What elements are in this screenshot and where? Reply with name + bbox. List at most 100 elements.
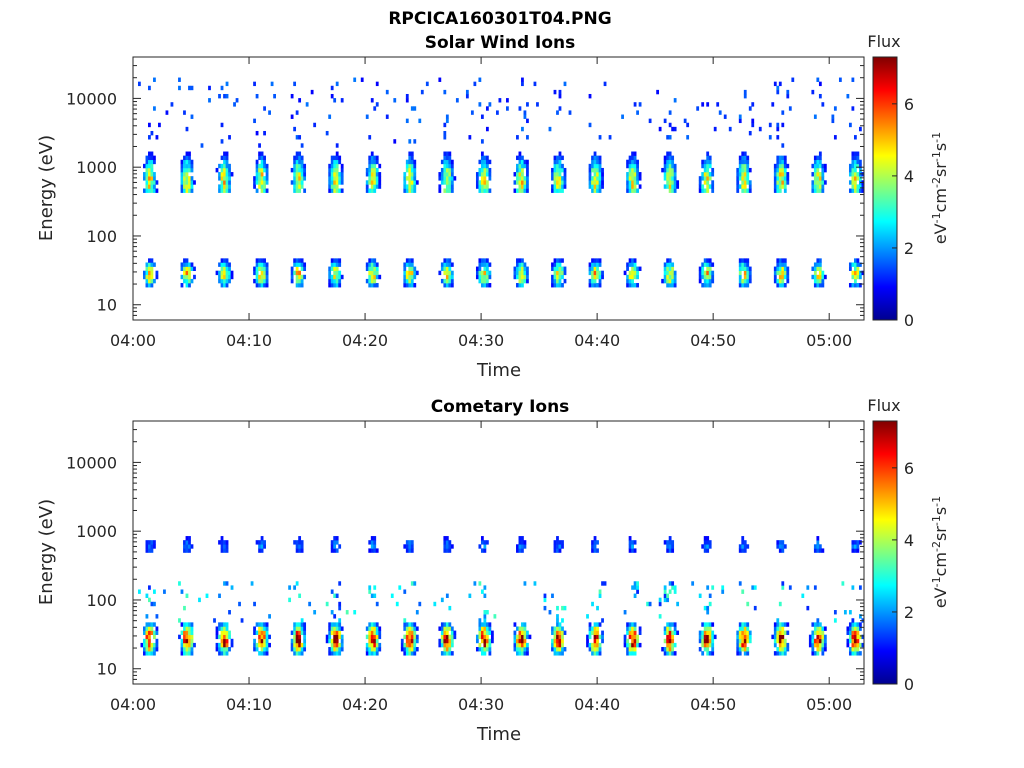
heatmap-cell xyxy=(633,258,637,263)
heatmap-cell xyxy=(596,163,599,169)
heatmap-cell xyxy=(591,176,594,181)
heatmap-cell xyxy=(668,151,672,156)
heatmap-cell xyxy=(521,548,524,553)
heatmap-cell xyxy=(148,258,151,263)
heatmap-cell xyxy=(263,130,266,136)
heatmap-cell xyxy=(558,283,562,288)
heatmap-cell xyxy=(370,651,374,656)
heatmap-cell xyxy=(153,622,156,627)
heatmap-cell xyxy=(698,274,702,280)
heatmap-cell xyxy=(816,188,820,193)
heatmap-cell xyxy=(783,647,787,652)
heatmap-cell xyxy=(556,651,559,656)
heatmap-cell xyxy=(743,180,747,185)
heatmap-cell xyxy=(663,593,667,598)
heatmap-cell xyxy=(223,540,226,545)
heatmap-cell xyxy=(596,167,599,173)
heatmap-cell xyxy=(848,167,852,173)
heatmap-cell xyxy=(518,151,522,156)
heatmap-cell xyxy=(230,638,234,644)
heatmap-cell xyxy=(706,630,710,635)
heatmap-cell xyxy=(741,262,745,267)
heatmap-cell xyxy=(413,651,417,656)
heatmap-cell xyxy=(728,126,732,132)
heatmap-cell xyxy=(848,622,852,627)
heatmap-cell xyxy=(781,638,785,644)
heatmap-cell xyxy=(533,81,537,87)
heatmap-cell xyxy=(521,163,524,169)
heatmap-cell xyxy=(561,540,564,545)
heatmap-cell xyxy=(853,274,857,280)
x-tick-label: 05:00 xyxy=(806,695,852,714)
heatmap-cell xyxy=(516,270,519,276)
heatmap-cell xyxy=(673,167,677,173)
heatmap-cell xyxy=(516,544,519,549)
heatmap-cell xyxy=(603,581,607,586)
heatmap-cell xyxy=(255,283,259,288)
heatmap-cell xyxy=(856,262,860,267)
heatmap-cell xyxy=(526,630,529,635)
heatmap-cell xyxy=(786,622,790,627)
heatmap-cell xyxy=(153,630,156,635)
heatmap-cell xyxy=(821,283,825,288)
heatmap-cell xyxy=(778,270,782,276)
heatmap-cell xyxy=(556,622,559,627)
heatmap-cell xyxy=(413,626,417,631)
heatmap-cell xyxy=(153,262,156,267)
heatmap-cell xyxy=(330,159,334,165)
heatmap-cell xyxy=(368,647,372,652)
heatmap-cell xyxy=(183,626,186,631)
heatmap-cell xyxy=(370,634,374,640)
heatmap-cell xyxy=(218,274,221,280)
heatmap-cell xyxy=(368,172,372,177)
heatmap-cell xyxy=(260,283,264,288)
heatmap-cell xyxy=(393,139,397,144)
heatmap-cell xyxy=(238,601,241,607)
heatmap-cell xyxy=(445,548,449,553)
heatmap-cell xyxy=(633,651,637,656)
heatmap-cell xyxy=(225,581,229,586)
heatmap-cell xyxy=(413,163,417,169)
heatmap-cell xyxy=(706,540,710,545)
heatmap-cell xyxy=(183,638,186,644)
heatmap-cell xyxy=(480,184,484,189)
heatmap-cell xyxy=(813,180,817,185)
heatmap-cell xyxy=(658,601,662,607)
heatmap-cell xyxy=(340,642,344,648)
heatmap-cell xyxy=(778,626,782,631)
heatmap-cell xyxy=(708,540,712,545)
heatmap-cell xyxy=(338,172,342,177)
heatmap-cell xyxy=(448,172,452,177)
heatmap-cell xyxy=(443,262,447,267)
heatmap-cell xyxy=(218,93,221,99)
heatmap-cell xyxy=(586,634,589,640)
heatmap-cell xyxy=(150,651,154,656)
heatmap-cell xyxy=(711,184,715,189)
heatmap-cell xyxy=(823,647,827,652)
heatmap-cell xyxy=(558,540,562,545)
heatmap-cell xyxy=(778,188,782,193)
heatmap-cell xyxy=(438,184,442,189)
heatmap-cell xyxy=(596,634,599,640)
heatmap-cell xyxy=(816,283,820,288)
heatmap-cell xyxy=(410,270,414,276)
heatmap-cell xyxy=(370,626,374,631)
heatmap-cell xyxy=(628,167,632,173)
heatmap-cell xyxy=(443,167,447,173)
heatmap-cell xyxy=(636,270,639,276)
y-tick-label: 1000 xyxy=(76,158,117,177)
heatmap-cell xyxy=(701,630,705,635)
heatmap-cell xyxy=(748,638,752,644)
heatmap-cell xyxy=(663,638,667,644)
heatmap-cell xyxy=(668,638,672,644)
heatmap-cell xyxy=(776,651,780,656)
heatmap-cell xyxy=(596,266,599,271)
heatmap-cell xyxy=(816,626,820,631)
heatmap-cell xyxy=(258,622,261,627)
heatmap-cell xyxy=(143,651,146,656)
heatmap-cell xyxy=(145,180,149,185)
heatmap-cell xyxy=(183,110,186,115)
heatmap-cell xyxy=(818,155,822,161)
heatmap-cell xyxy=(438,77,442,82)
